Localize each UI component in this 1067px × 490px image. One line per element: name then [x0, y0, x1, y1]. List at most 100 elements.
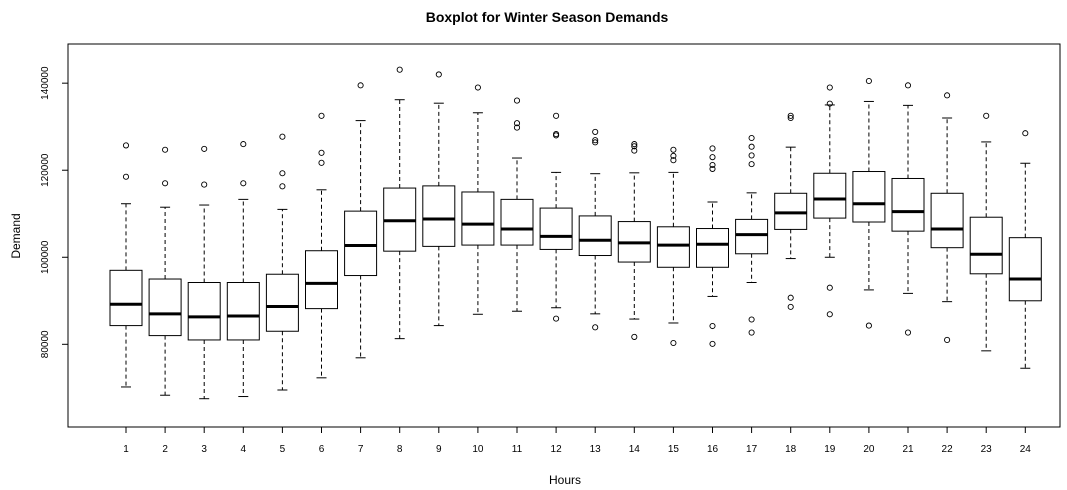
box-hour-5 — [265, 133, 299, 391]
x-tick-label: 23 — [981, 444, 993, 455]
outlier-point — [748, 329, 755, 336]
iqr-box — [539, 207, 573, 250]
outlier-point — [631, 147, 638, 154]
box-hour-12 — [539, 112, 573, 322]
outlier-point — [944, 92, 951, 99]
x-tick-label: 24 — [1020, 444, 1032, 455]
outlier-point — [748, 316, 755, 323]
outlier-point — [318, 159, 325, 166]
outlier-point — [709, 340, 716, 347]
outlier-point — [240, 180, 247, 187]
iqr-box — [187, 282, 221, 341]
iqr-box — [344, 210, 378, 277]
outlier-point — [279, 133, 286, 140]
outlier-point — [709, 161, 716, 169]
x-tick-label: 20 — [863, 444, 875, 455]
iqr-box — [265, 273, 299, 332]
iqr-box — [1008, 237, 1042, 302]
y-axis: 80000 100000 120000 140000 — [40, 66, 68, 358]
x-tick-label: 1 — [123, 444, 129, 455]
outlier-point — [553, 315, 560, 322]
outlier-point — [631, 333, 638, 340]
y-tick-label: 140000 — [40, 66, 51, 100]
iqr-box — [774, 192, 808, 230]
outlier-point — [944, 336, 951, 344]
box-hour-15 — [656, 146, 690, 347]
box-hour-3 — [187, 145, 221, 400]
outlier-point — [787, 294, 794, 301]
iqr-box — [891, 177, 925, 232]
outlier-point — [748, 161, 755, 168]
outlier-point — [553, 112, 560, 119]
box-hour-24 — [1008, 130, 1042, 369]
box-hour-11 — [500, 97, 534, 312]
outlier-point — [1022, 130, 1029, 137]
box-hour-2 — [148, 146, 182, 396]
iqr-box — [578, 215, 612, 257]
outlier-point — [318, 112, 325, 119]
outlier-point — [240, 141, 247, 148]
x-tick-label: 8 — [397, 444, 403, 455]
y-axis-label: Demand — [9, 213, 23, 258]
outlier-point — [279, 183, 286, 190]
iqr-box — [813, 172, 847, 219]
x-tick-label: 9 — [436, 444, 442, 455]
box-series — [109, 66, 1042, 400]
box-hour-22 — [930, 92, 964, 344]
outlier-point — [201, 145, 208, 152]
x-tick-label: 21 — [902, 444, 914, 455]
box-hour-8 — [383, 66, 417, 340]
outlier-point — [553, 131, 560, 138]
box-hour-10 — [461, 84, 495, 315]
iqr-box — [305, 250, 338, 310]
outlier-point — [904, 82, 912, 89]
iqr-box — [696, 228, 729, 268]
outlier-point — [396, 66, 403, 73]
outlier-point — [709, 165, 716, 172]
outlier-point — [748, 134, 755, 142]
y-tick-label: 100000 — [40, 240, 51, 274]
iqr-box — [148, 278, 182, 337]
outlier-point — [904, 329, 912, 336]
outlier-point — [787, 303, 794, 310]
outlier-point — [513, 97, 521, 104]
box-hour-23 — [969, 112, 1003, 352]
x-axis-label: Hours — [549, 473, 581, 487]
x-axis: 1 2 3 4 5 6 7 8 9 10 11 12 13 14 15 16 17 18 19 20 21 22 23 24 — [123, 426, 1032, 455]
outlier-point — [122, 173, 130, 180]
outlier-point — [865, 322, 872, 329]
box-hour-16 — [696, 145, 729, 347]
box-hour-17 — [735, 134, 769, 336]
outlier-point — [709, 145, 716, 152]
x-tick-label: 15 — [668, 444, 680, 455]
outlier-point — [513, 124, 521, 131]
iqr-box — [500, 198, 534, 246]
iqr-box — [735, 218, 769, 255]
x-tick-label: 22 — [942, 444, 954, 455]
x-tick-label: 16 — [707, 444, 719, 455]
box-hour-7 — [344, 82, 378, 359]
iqr-box — [930, 192, 964, 249]
outlier-point — [122, 142, 130, 149]
box-hour-19 — [813, 84, 847, 318]
outlier-point — [983, 112, 990, 119]
box-hour-21 — [891, 82, 925, 336]
box-hour-9 — [422, 71, 456, 327]
outlier-point — [592, 324, 599, 331]
outlier-point — [826, 100, 833, 107]
x-tick-label: 4 — [241, 444, 247, 455]
outlier-point — [787, 112, 794, 119]
iqr-box — [109, 269, 143, 327]
iqr-box — [226, 282, 260, 341]
outlier-point — [631, 143, 638, 150]
outlier-point — [826, 284, 833, 291]
outlier-point — [670, 146, 677, 153]
x-tick-label: 18 — [785, 444, 797, 455]
outlier-point — [748, 152, 755, 159]
outlier-point — [631, 141, 638, 148]
x-tick-label: 7 — [358, 444, 364, 455]
box-hour-1 — [109, 142, 143, 388]
box-hour-4 — [226, 141, 260, 398]
outlier-point — [709, 154, 716, 161]
